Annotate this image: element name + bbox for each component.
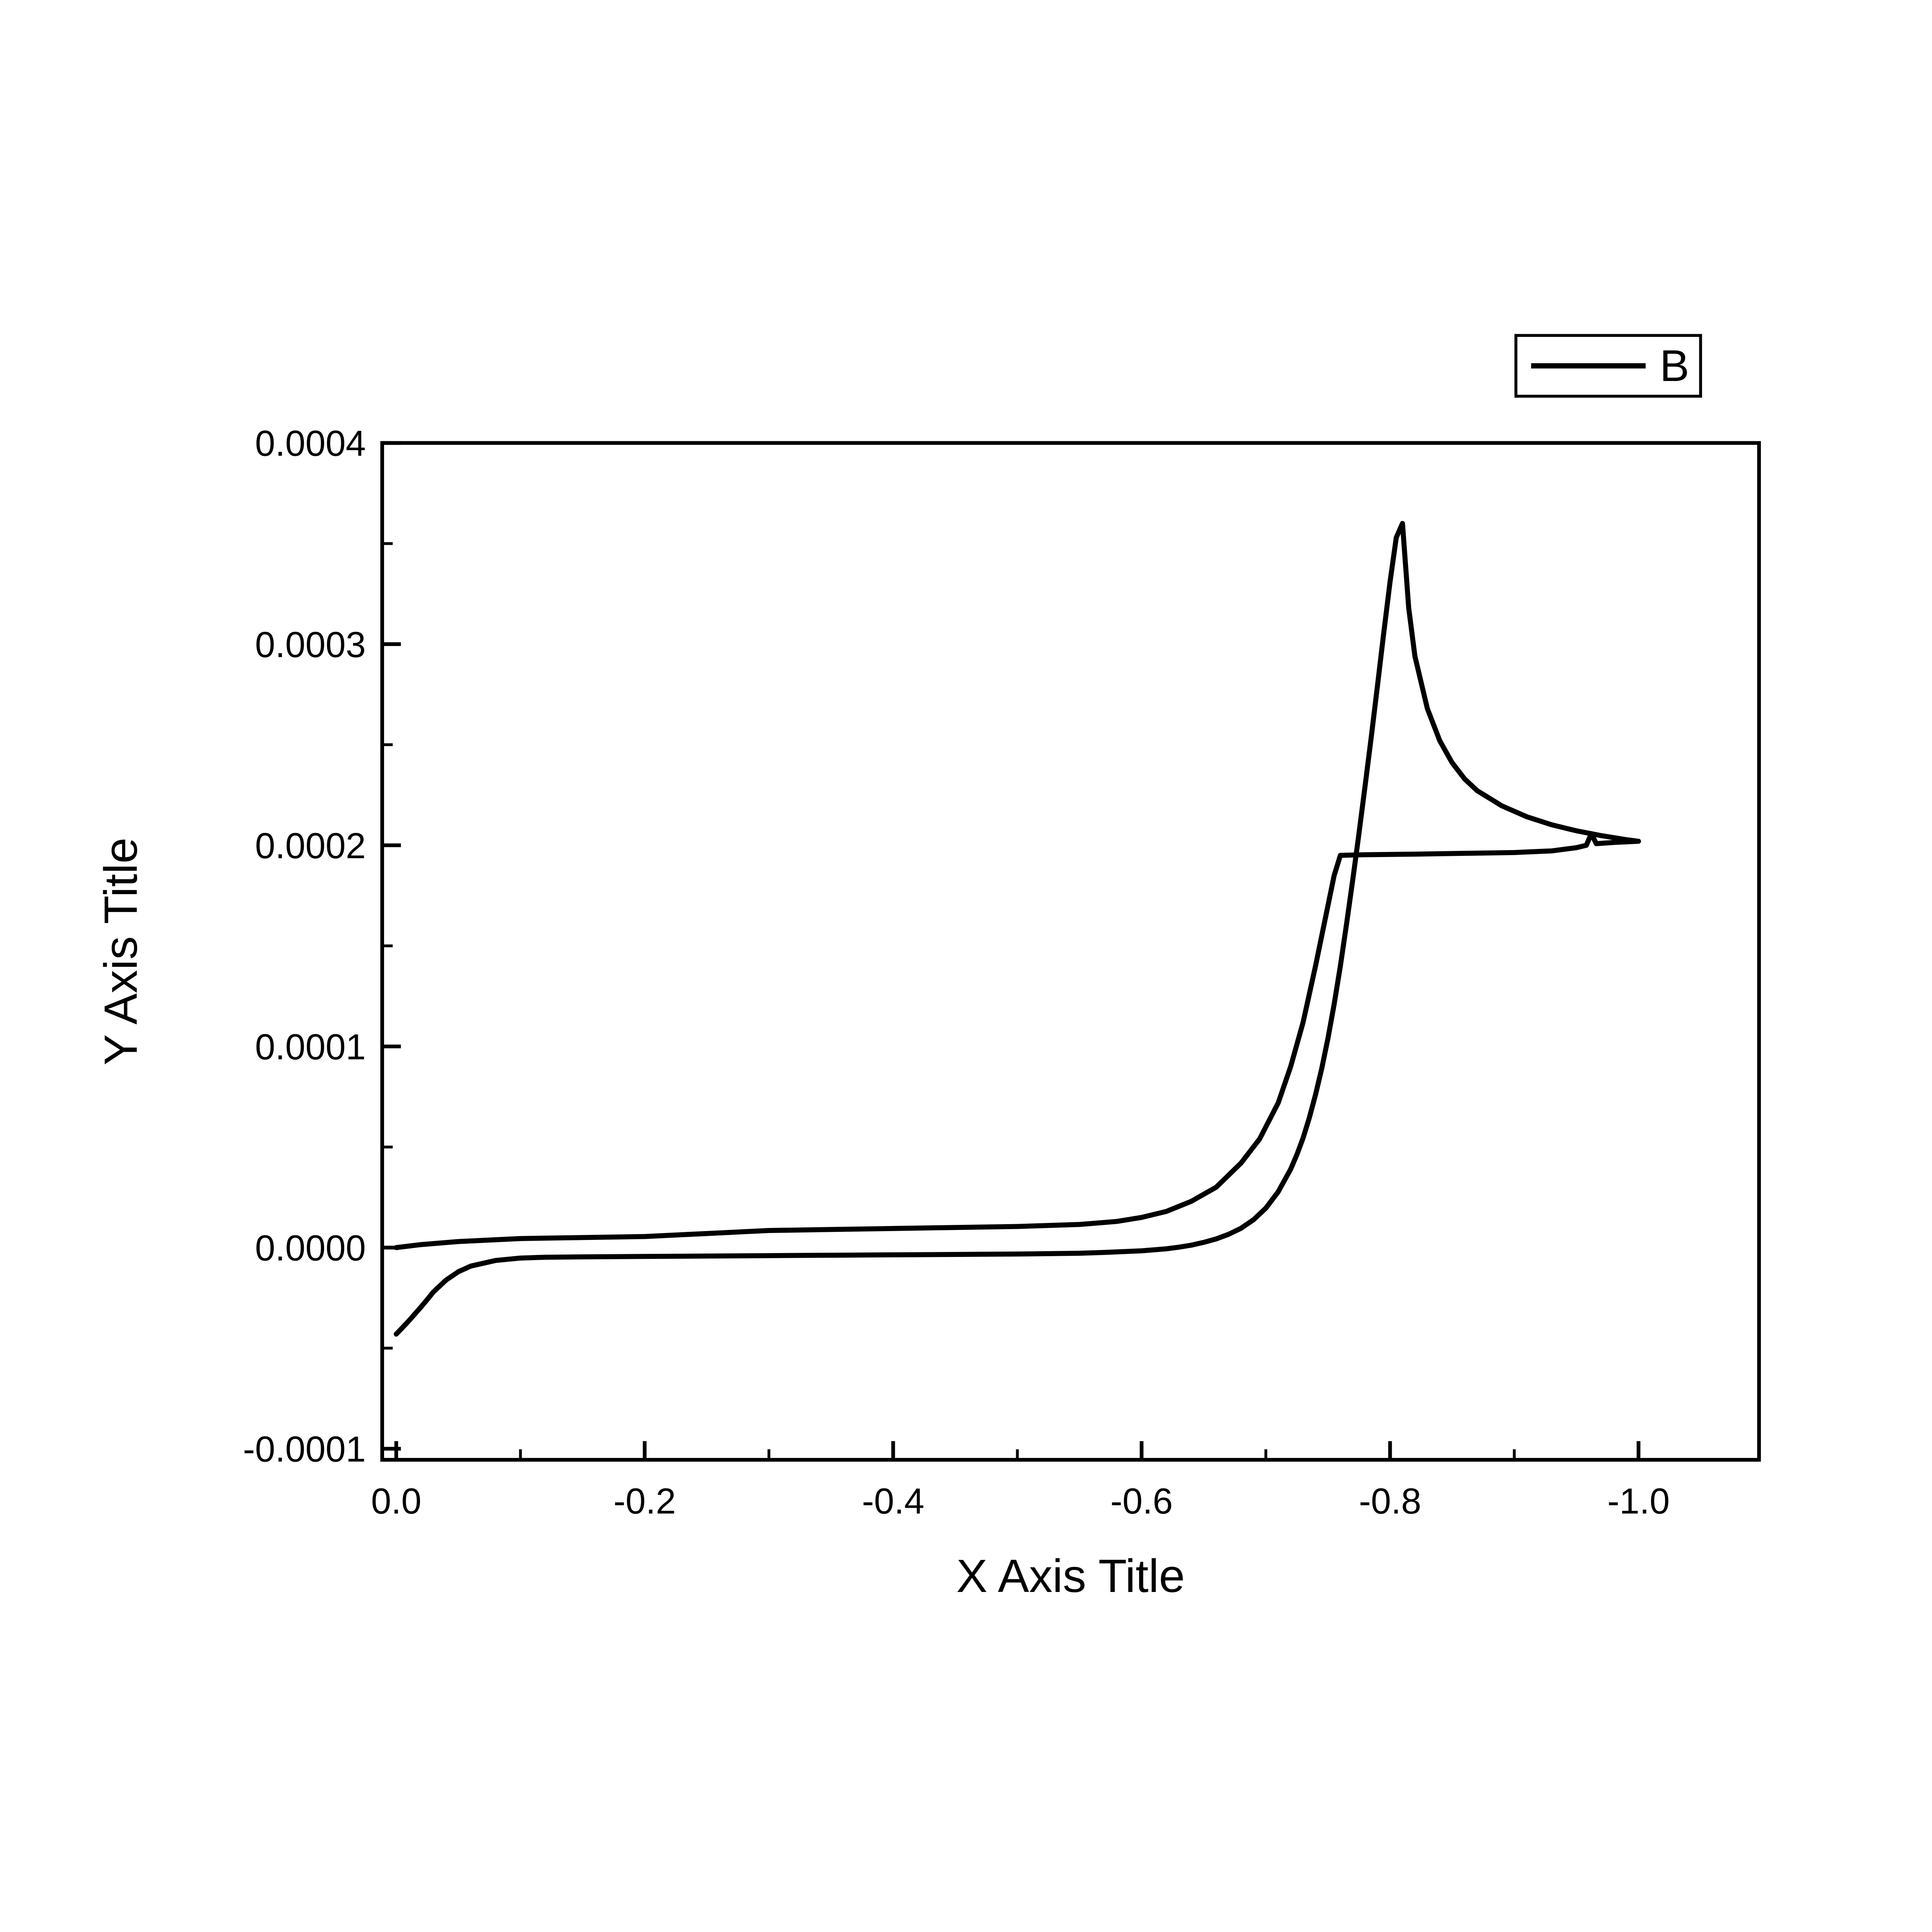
y-tick-label: -0.0001 bbox=[243, 1429, 366, 1469]
x-tick-label: 0.0 bbox=[371, 1481, 421, 1521]
y-tick-label: 0.0000 bbox=[255, 1228, 366, 1268]
x-tick-label: -0.8 bbox=[1359, 1481, 1422, 1521]
legend-label: B bbox=[1660, 341, 1689, 391]
legend: B bbox=[1514, 334, 1702, 398]
plot-frame bbox=[380, 441, 1761, 1462]
x-tick-label: -0.6 bbox=[1111, 1481, 1173, 1521]
ticks-layer: 0.0 -0.2 -0.4 -0.6 -0.8 -1.0 0.0004 0.0003 0.000… bbox=[243, 423, 1670, 1521]
y-axis-title: Y Axis Title bbox=[94, 837, 147, 1065]
series-line-B bbox=[393, 521, 1641, 1337]
y-tick-label: 0.0001 bbox=[255, 1026, 366, 1067]
y-tick-label: 0.0003 bbox=[255, 624, 366, 665]
x-tick-label: -1.0 bbox=[1607, 1481, 1670, 1521]
x-axis-title: X Axis Title bbox=[956, 1549, 1185, 1602]
x-tick-label: -0.2 bbox=[614, 1481, 676, 1521]
y-tick-label: 0.0004 bbox=[255, 423, 366, 464]
x-tick-label: -0.4 bbox=[862, 1481, 925, 1521]
y-tick-label: 0.0002 bbox=[255, 825, 366, 866]
series-layer bbox=[393, 521, 1641, 1337]
